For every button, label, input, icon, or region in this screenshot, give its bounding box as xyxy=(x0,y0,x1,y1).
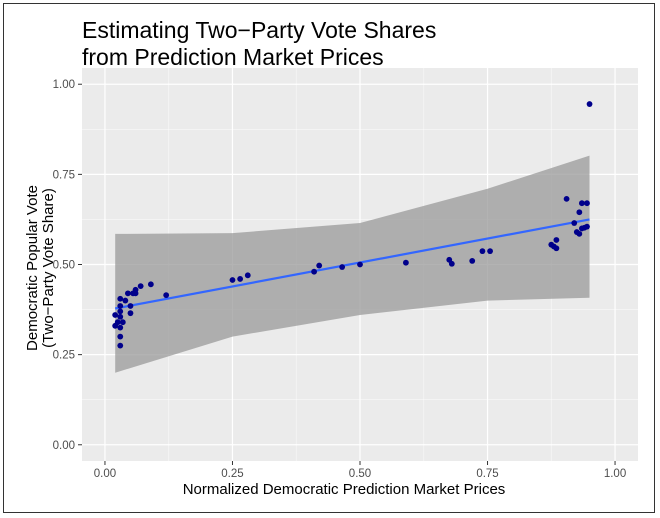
x-tick-label: 0.25 xyxy=(221,468,243,480)
data-point xyxy=(114,319,121,326)
data-point xyxy=(553,237,560,243)
x-tick-label: 1.00 xyxy=(604,468,626,480)
y-tick-label: 1.00 xyxy=(53,79,75,91)
x-axis-title: Normalized Democratic Prediction Market … xyxy=(183,481,506,498)
data-point xyxy=(125,290,131,297)
data-point xyxy=(163,292,170,299)
data-point xyxy=(316,262,323,269)
data-point xyxy=(122,297,129,304)
y-axis-title-line-1: Democratic Popular Vote xyxy=(24,185,41,351)
data-point xyxy=(127,303,134,309)
data-point xyxy=(586,101,593,107)
data-point xyxy=(117,303,124,309)
data-point xyxy=(137,283,144,290)
data-point xyxy=(117,342,124,349)
data-point xyxy=(117,333,124,340)
y-axis-title-line-2: (Two−Party Vote Share) xyxy=(40,188,57,348)
data-point xyxy=(119,319,126,326)
y-tick-label: 0.50 xyxy=(53,260,75,272)
data-point xyxy=(571,220,578,226)
data-point xyxy=(132,286,139,293)
data-point xyxy=(487,248,493,255)
y-tick-label: 0.75 xyxy=(53,169,75,181)
x-tick-label: 0.50 xyxy=(349,468,371,480)
data-point xyxy=(117,324,124,331)
data-point xyxy=(117,308,124,315)
y-tick-label: 0.25 xyxy=(53,350,75,362)
data-point xyxy=(229,277,236,283)
data-point xyxy=(237,276,244,282)
data-point xyxy=(479,248,486,255)
data-point xyxy=(244,272,251,279)
data-point xyxy=(357,261,363,268)
data-point xyxy=(112,312,119,318)
x-axis-ticks: 0.00 0.25 0.50 0.75 1.00 xyxy=(94,461,626,480)
data-point xyxy=(584,200,590,207)
data-point xyxy=(576,209,583,216)
data-points xyxy=(112,101,593,349)
data-point xyxy=(563,195,570,202)
data-point xyxy=(339,264,346,270)
data-point xyxy=(448,260,455,267)
data-point xyxy=(147,281,154,288)
chart-title-line-1: Estimating Two−Party Vote Shares xyxy=(82,17,436,43)
fit-line xyxy=(114,218,590,310)
x-tick-label: 0.75 xyxy=(476,468,498,480)
data-point xyxy=(578,200,585,207)
data-point xyxy=(584,223,590,230)
data-point xyxy=(469,257,476,264)
data-point xyxy=(553,245,560,252)
y-tick-label: 0.00 xyxy=(53,440,75,452)
data-point xyxy=(127,310,134,317)
chart-title-line-2: from Prediction Market Prices xyxy=(82,44,384,70)
data-point xyxy=(117,313,124,320)
data-point xyxy=(311,268,317,275)
y-axis-ticks: 0.00 0.25 0.50 0.75 1.00 xyxy=(53,79,82,452)
x-tick-label: 0.00 xyxy=(94,468,116,480)
data-point xyxy=(403,259,409,266)
data-point xyxy=(576,230,583,237)
data-point xyxy=(117,295,124,302)
